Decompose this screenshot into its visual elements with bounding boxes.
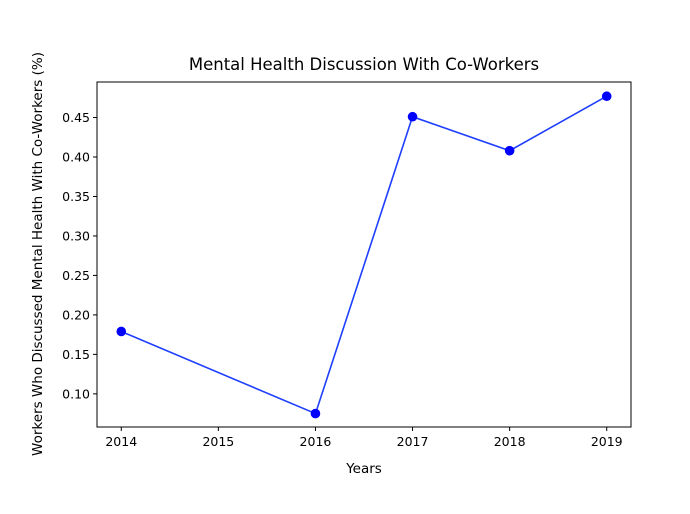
y-tick-label: 0.15 (62, 347, 90, 362)
x-tick-label: 2018 (494, 434, 526, 449)
data-point (310, 408, 321, 419)
y-tick-label: 0.20 (62, 307, 90, 322)
y-axis-label: Workers Who Discussed Mental Health With… (30, 52, 46, 456)
data-point (116, 326, 127, 337)
y-tick-label: 0.25 (62, 268, 90, 283)
plot-area (96, 81, 632, 428)
x-tick-label: 2014 (105, 434, 137, 449)
chart-title: Mental Health Discussion With Co-Workers (189, 55, 539, 74)
x-tick-label: 2016 (300, 434, 332, 449)
y-tick-label: 0.10 (62, 386, 90, 401)
x-tick-label: 2017 (397, 434, 429, 449)
x-axis-label: Years (345, 461, 382, 477)
plot-frame (96, 81, 632, 428)
x-axis: 2014 2015 2016 2017 2018 2019 (105, 427, 623, 449)
series-points (116, 91, 612, 419)
x-tick-label: 2019 (591, 434, 623, 449)
data-point (407, 111, 418, 122)
data-point (601, 91, 612, 102)
x-tick-label: 2015 (202, 434, 234, 449)
y-tick-label: 0.40 (62, 150, 90, 165)
y-tick-label: 0.35 (62, 189, 90, 204)
data-point (504, 145, 515, 156)
y-tick-label: 0.30 (62, 228, 90, 243)
y-axis: 0.10 0.15 0.20 0.25 0.30 0.35 0.40 0.45 (62, 110, 97, 401)
y-tick-label: 0.45 (62, 110, 90, 125)
series-line (120, 95, 608, 415)
series-lines (120, 95, 608, 415)
